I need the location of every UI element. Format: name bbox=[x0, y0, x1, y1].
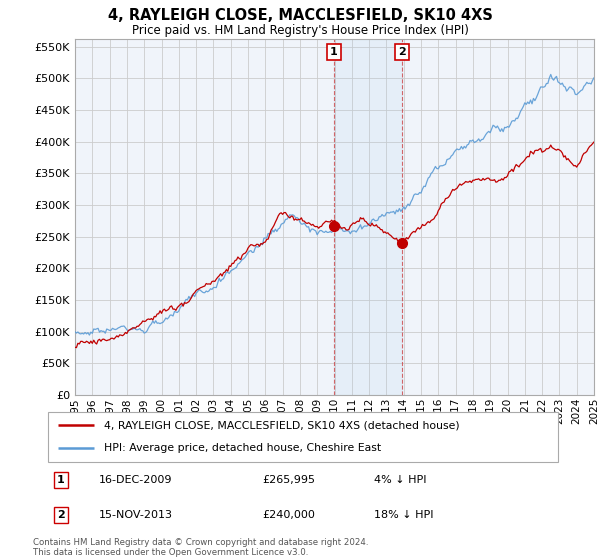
Text: 18% ↓ HPI: 18% ↓ HPI bbox=[374, 510, 434, 520]
Text: 16-DEC-2009: 16-DEC-2009 bbox=[99, 475, 173, 485]
Text: £240,000: £240,000 bbox=[262, 510, 315, 520]
Text: £265,995: £265,995 bbox=[262, 475, 315, 485]
Text: Contains HM Land Registry data © Crown copyright and database right 2024.
This d: Contains HM Land Registry data © Crown c… bbox=[33, 538, 368, 557]
Text: 2: 2 bbox=[57, 510, 65, 520]
Text: 1: 1 bbox=[57, 475, 65, 485]
Bar bbox=[334, 39, 401, 395]
Text: 15-NOV-2013: 15-NOV-2013 bbox=[99, 510, 173, 520]
Text: 4, RAYLEIGH CLOSE, MACCLESFIELD, SK10 4XS: 4, RAYLEIGH CLOSE, MACCLESFIELD, SK10 4X… bbox=[107, 8, 493, 24]
Text: 4, RAYLEIGH CLOSE, MACCLESFIELD, SK10 4XS (detached house): 4, RAYLEIGH CLOSE, MACCLESFIELD, SK10 4X… bbox=[104, 420, 460, 430]
FancyBboxPatch shape bbox=[48, 412, 558, 462]
Text: Price paid vs. HM Land Registry's House Price Index (HPI): Price paid vs. HM Land Registry's House … bbox=[131, 24, 469, 36]
Text: HPI: Average price, detached house, Cheshire East: HPI: Average price, detached house, Ches… bbox=[104, 444, 381, 454]
Text: 1: 1 bbox=[330, 46, 338, 57]
Text: 2: 2 bbox=[398, 46, 406, 57]
Text: 4% ↓ HPI: 4% ↓ HPI bbox=[374, 475, 427, 485]
